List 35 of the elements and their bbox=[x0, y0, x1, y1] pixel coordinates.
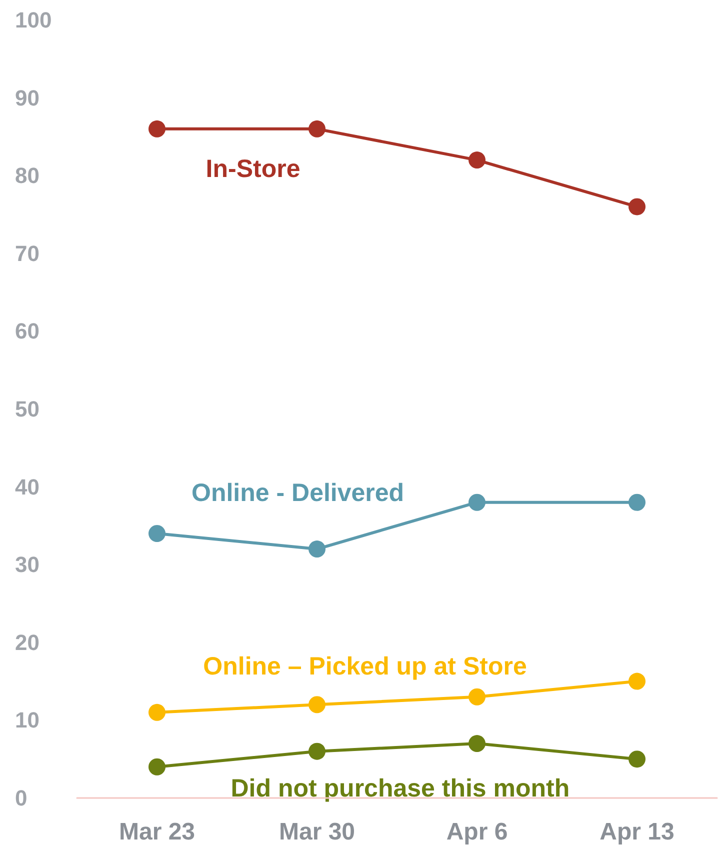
point bbox=[628, 750, 646, 768]
y-tick-label: 50 bbox=[15, 396, 40, 422]
x-tick-label: Apr 13 bbox=[600, 818, 674, 846]
point bbox=[628, 494, 646, 511]
series-label: Online - Delivered bbox=[192, 479, 404, 508]
point bbox=[308, 742, 326, 760]
x-tick-label: Mar 30 bbox=[278, 818, 356, 846]
point bbox=[468, 152, 486, 169]
x-tick-label: Apr 6 bbox=[446, 818, 508, 846]
x-tick-label: Mar 23 bbox=[118, 818, 196, 846]
point bbox=[308, 120, 326, 138]
y-tick-label: 60 bbox=[15, 318, 40, 344]
y-tick-label: 100 bbox=[15, 8, 52, 32]
y-tick-label: 10 bbox=[15, 708, 40, 733]
series-label: In-Store bbox=[206, 154, 300, 183]
point bbox=[468, 494, 486, 511]
point bbox=[148, 120, 166, 138]
point bbox=[468, 735, 486, 752]
y-tick-label: 0 bbox=[15, 786, 28, 810]
series-label: Did not purchase this month bbox=[230, 774, 570, 802]
point bbox=[148, 758, 166, 776]
y-tick-label: 20 bbox=[15, 630, 40, 655]
y-tick-label: 30 bbox=[15, 552, 40, 578]
point bbox=[468, 688, 486, 706]
y-tick-label: 90 bbox=[15, 85, 40, 110]
point bbox=[148, 524, 166, 542]
point bbox=[308, 696, 326, 714]
point bbox=[308, 540, 326, 558]
point bbox=[628, 198, 646, 216]
y-tick-label: 70 bbox=[15, 240, 40, 266]
point bbox=[148, 704, 166, 721]
point bbox=[628, 672, 646, 690]
y-tick-label: 80 bbox=[15, 163, 40, 188]
series-label: Online – Picked up at Store bbox=[203, 652, 527, 680]
y-tick-label: 40 bbox=[15, 474, 40, 500]
